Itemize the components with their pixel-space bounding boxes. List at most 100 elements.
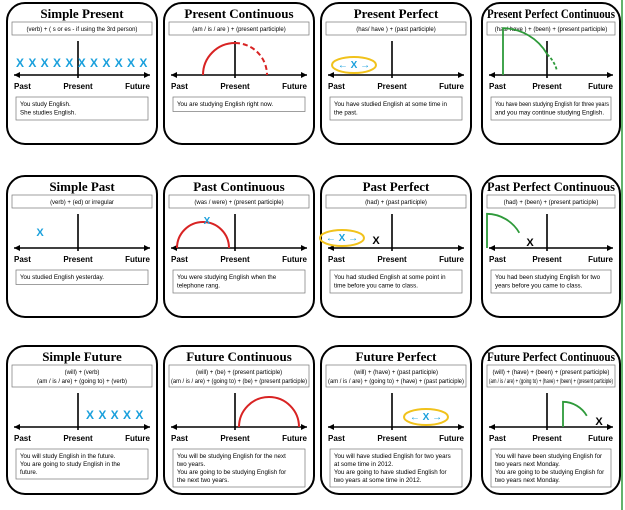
present-label: Present <box>532 255 562 264</box>
card-title: Present Perfect <box>354 6 439 21</box>
arrow-left <box>14 72 20 78</box>
future-label: Future <box>439 255 464 264</box>
arrow-left <box>14 245 20 251</box>
time-mark: X <box>526 237 534 249</box>
formula: (will) + (have) + (past participle) <box>354 370 438 376</box>
formula: (will) + (verb) <box>65 370 100 376</box>
green-arc <box>502 27 548 75</box>
past-label: Past <box>328 434 345 443</box>
tense-card: Future Continuous (will) + (be) + (presen… <box>163 345 315 495</box>
tense-card: Present Continuous (am / is / are ) + (pr… <box>163 2 315 145</box>
present-label: Present <box>377 255 407 264</box>
present-label: Present <box>63 82 93 91</box>
future-label: Future <box>282 82 307 91</box>
arrow-left <box>171 424 177 430</box>
red-arc-dashed <box>234 42 268 76</box>
formula: (am / is / are) + (going to) + (be) + (p… <box>171 379 307 385</box>
example-text: You are going to be studying English for <box>177 469 286 476</box>
formula-box <box>486 194 616 209</box>
arrow-right <box>144 245 150 251</box>
example-text: two years at some time in 2012. <box>334 477 422 484</box>
future-label: Future <box>125 255 150 264</box>
example-text: You have been studying English for three… <box>495 101 609 108</box>
duration-ellipse <box>331 56 377 74</box>
present-label: Present <box>220 82 250 91</box>
arrow-right <box>301 245 307 251</box>
card-title: Future Continuous <box>186 349 292 364</box>
example-text: and you may continue studying English. <box>495 110 604 117</box>
arrow-right <box>301 72 307 78</box>
example-box <box>329 269 463 294</box>
future-label: Future <box>588 82 613 91</box>
arrow-right <box>458 245 464 251</box>
formula-box <box>325 21 467 36</box>
example-text: two years next Monday. <box>495 461 560 468</box>
formula: (was / were) + (present participle) <box>194 200 283 206</box>
example-box <box>15 269 149 285</box>
example-text: You will be studying English for the nex… <box>177 453 286 460</box>
example-box <box>15 448 149 480</box>
formula: (has/ have ) + (been) + (present partici… <box>495 27 607 33</box>
card-title: Simple Future <box>42 349 122 364</box>
arrow-left <box>489 245 495 251</box>
arrow-left <box>171 72 177 78</box>
tense-card: Past Perfect (had) + (past participle) Pas… <box>319 175 472 318</box>
tense-card: Future Perfect Continuous (will) + (have)… <box>481 345 621 495</box>
example-box <box>172 269 306 294</box>
time-mark: X X X X X <box>86 408 144 422</box>
present-label: Present <box>532 434 562 443</box>
past-label: Past <box>489 82 506 91</box>
time-mark: X X X X X X X X X X X <box>16 56 148 70</box>
duration-ellipse <box>319 229 365 247</box>
time-mark: ← X → <box>410 412 442 423</box>
tense-card: Present Perfect Continuous (has/ have ) +… <box>481 2 621 145</box>
arrow-right <box>607 424 613 430</box>
time-mark: X <box>204 216 211 227</box>
arrow-left <box>328 72 334 78</box>
past-label: Past <box>14 255 31 264</box>
formula-box <box>486 364 616 388</box>
present-label: Present <box>377 434 407 443</box>
tense-card: Simple Present (verb) + ( s or es - if us… <box>6 2 158 145</box>
card-title: Past Perfect Continuous <box>487 179 615 194</box>
future-label: Future <box>439 82 464 91</box>
formula: (had) + (been) + (present participle) <box>504 200 599 206</box>
card-title: Simple Present <box>40 6 124 21</box>
present-label: Present <box>220 255 250 264</box>
past-label: Past <box>171 255 188 264</box>
example-text: You are going to be studying English for <box>495 469 604 476</box>
time-mark: X <box>36 227 44 239</box>
example-box <box>490 269 612 294</box>
card-title: Future Perfect <box>356 349 438 364</box>
formula-box <box>168 21 310 36</box>
example-text: You are studying English right now. <box>177 101 273 108</box>
arrow-left <box>328 245 334 251</box>
future-label: Future <box>439 434 464 443</box>
example-text: telephone rang. <box>177 283 220 290</box>
example-text: You had been studying English for two <box>495 274 601 281</box>
formula: (am / is / are) + (going to) + (have) + … <box>489 379 613 385</box>
example-text: the past. <box>334 110 358 117</box>
time-mark: X <box>595 416 603 428</box>
present-label: Present <box>220 434 250 443</box>
time-mark: ← X → <box>326 233 358 244</box>
tense-card: Simple Past (verb) + (ed) or irregular Pas… <box>6 175 158 318</box>
past-label: Past <box>171 434 188 443</box>
present-label: Present <box>377 82 407 91</box>
example-text: You studied English yesterday. <box>20 274 104 281</box>
tense-card: Present Perfect (has/ have ) + (past part… <box>320 2 472 145</box>
future-label: Future <box>282 434 307 443</box>
card-title: Present Perfect Continuous <box>487 6 615 21</box>
present-label: Present <box>532 82 562 91</box>
red-arc <box>176 221 230 249</box>
example-text: You study English. <box>20 101 71 108</box>
example-text: You have studied English at some time in <box>334 101 447 108</box>
formula: (verb) + ( s or es - if using the 3rd pe… <box>27 27 138 33</box>
formula-box <box>11 21 153 36</box>
past-label: Past <box>328 82 345 91</box>
formula-box <box>325 194 467 209</box>
past-label: Past <box>14 82 31 91</box>
formula: (am / is / are ) + (present participle) <box>192 27 286 33</box>
formula: (has/ have ) + (past participle) <box>356 27 436 33</box>
